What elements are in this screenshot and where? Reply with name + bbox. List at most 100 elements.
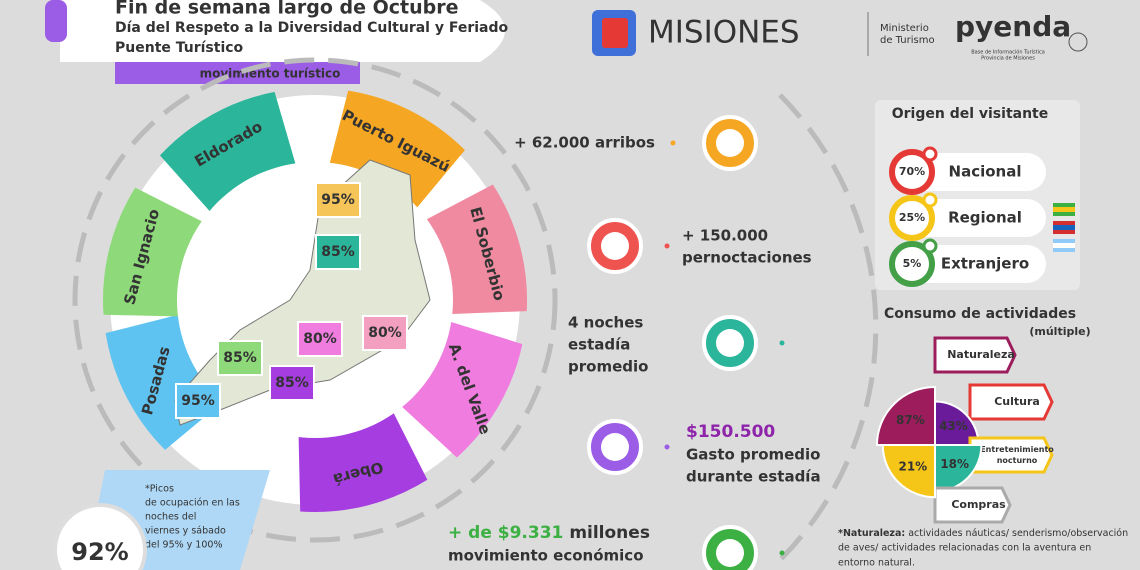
origin-value: 25% bbox=[899, 211, 925, 224]
origin-ring bbox=[889, 241, 935, 287]
footnote-lead: *Naturaleza: bbox=[838, 528, 905, 539]
stat-dot bbox=[779, 340, 785, 346]
region-petal bbox=[329, 90, 465, 210]
stat-headline: $150.500 bbox=[686, 422, 775, 442]
stat-headline-row: + de $9.331 millones bbox=[448, 523, 650, 543]
origin-label: Regional bbox=[948, 209, 1022, 227]
activity-arrow bbox=[933, 486, 1012, 524]
footnote-line: entorno natural. bbox=[838, 558, 915, 569]
flag bbox=[1053, 225, 1075, 230]
activity-value: 21% bbox=[898, 460, 927, 474]
activity-label: Naturaleza bbox=[947, 348, 1015, 361]
activity-value: 18% bbox=[940, 457, 969, 471]
map-label: 85% bbox=[275, 375, 309, 391]
stat-headline-row: $150.500 bbox=[686, 422, 775, 442]
footnote-line: actividades náuticas/ senderismo/observa… bbox=[905, 528, 1128, 539]
stat-line: Gasto promedio bbox=[686, 446, 821, 464]
wheel-ring bbox=[72, 57, 558, 543]
footnote: *Naturaleza: actividades náuticas/ sende… bbox=[838, 528, 1128, 539]
origin-dot bbox=[922, 146, 938, 162]
activity-arrow bbox=[933, 336, 1017, 374]
origin-value: 70% bbox=[899, 165, 925, 178]
peak-note: de ocupación en las bbox=[145, 498, 240, 509]
pyenda-logo: pyenda bbox=[955, 10, 1071, 43]
stat-line: movimiento económico bbox=[448, 547, 644, 565]
peak-note: del 95% y 100% bbox=[145, 540, 222, 551]
origin-dot bbox=[922, 192, 938, 208]
origin-value: 5% bbox=[903, 257, 922, 270]
map-label-box bbox=[175, 383, 221, 419]
stat-dot bbox=[779, 550, 785, 556]
activities-items: Naturaleza 87% Cultura 43% Entretenimiento no… bbox=[875, 336, 1054, 524]
origin-ring bbox=[889, 149, 935, 195]
activity-value: 87% bbox=[896, 413, 925, 427]
map-label: 85% bbox=[321, 244, 355, 260]
origin-items: 70% Nacional 25% Regional 5% Extranjero bbox=[889, 146, 1075, 287]
activity-label: nocturno bbox=[997, 456, 1038, 465]
stat-line: promedio bbox=[568, 358, 648, 376]
activity-wedge bbox=[881, 444, 936, 499]
stat-icon-inner bbox=[716, 329, 744, 357]
stat-dot bbox=[664, 243, 670, 249]
origin-pill bbox=[900, 199, 1046, 237]
stat-line: durante estadía bbox=[686, 468, 821, 486]
misiones-icon bbox=[602, 18, 628, 48]
stat-dot bbox=[664, 444, 670, 450]
region-petal bbox=[159, 91, 297, 214]
origin-label: Extranjero bbox=[941, 255, 1029, 273]
header-subtitle: Puente Turístico bbox=[115, 40, 244, 56]
peak-note: noches del bbox=[145, 512, 196, 523]
stats: + 62.000 arribos + 150.000 pernoctaciones 4… bbox=[448, 115, 821, 570]
region-petal bbox=[399, 321, 523, 458]
stat-line: estadía bbox=[568, 336, 630, 354]
footnote-line: de aves/ actividades relacionadas con la… bbox=[838, 543, 1091, 554]
ministry: de Turismo bbox=[880, 35, 935, 46]
flag bbox=[1053, 243, 1075, 248]
peak-note: *Picos bbox=[145, 484, 174, 495]
stat-line: 4 noches bbox=[568, 314, 643, 332]
map-label-box bbox=[217, 340, 263, 376]
header-accent bbox=[45, 0, 67, 42]
map-labels: 95% 85% 80% 80% 85% 85% 95% bbox=[175, 182, 408, 419]
map-label: 80% bbox=[303, 331, 337, 347]
origin-label: Nacional bbox=[949, 163, 1022, 181]
header-subtitle: Día del Respeto a la Diversidad Cultural… bbox=[115, 20, 509, 36]
flag bbox=[1053, 207, 1075, 212]
map-label-box bbox=[362, 315, 408, 351]
map-label: 95% bbox=[181, 393, 215, 409]
map-label-box bbox=[297, 321, 343, 357]
origin-title: Origen del visitante bbox=[892, 106, 1049, 122]
stat-icon-inner bbox=[716, 539, 744, 567]
map-label-box bbox=[315, 182, 361, 218]
activity-value: 43% bbox=[939, 419, 968, 433]
peak-value: 92% bbox=[71, 538, 128, 566]
stat-icon-inner bbox=[601, 433, 629, 461]
activity-arrow bbox=[968, 383, 1054, 421]
misiones-logo: MISIONES bbox=[648, 15, 800, 51]
tag-box bbox=[115, 62, 360, 84]
activities-title: Consumo de actividades bbox=[884, 306, 1076, 322]
origin-pill bbox=[900, 245, 1046, 283]
stat-headline: + de $9.331 bbox=[448, 523, 563, 543]
origin-ring bbox=[889, 195, 935, 241]
peak-circle bbox=[53, 503, 147, 570]
stat-icon-inner bbox=[716, 129, 744, 157]
map-label: 85% bbox=[223, 350, 257, 366]
activity-label: Entretenimiento bbox=[980, 445, 1054, 454]
header-title: Fin de semana largo de Octubre bbox=[115, 0, 458, 19]
origin-dot bbox=[922, 238, 938, 254]
stat-line: + 150.000 bbox=[682, 227, 768, 245]
ministry: Ministerio bbox=[880, 23, 929, 34]
stat-icon-inner bbox=[601, 232, 629, 260]
peak-note: viernes y sábado bbox=[145, 526, 226, 537]
peak-notes: *Picos de ocupación en las noches del viern… bbox=[145, 484, 240, 551]
origin-pill bbox=[900, 153, 1046, 191]
map-label: 80% bbox=[368, 325, 402, 341]
pyenda-note: Provincia de Misiones bbox=[981, 56, 1035, 62]
map-label-box bbox=[315, 234, 361, 270]
activity-label: Compras bbox=[951, 498, 1006, 511]
map-label-box bbox=[269, 365, 315, 401]
stat-line: pernoctaciones bbox=[682, 249, 812, 267]
activity-wedge bbox=[875, 385, 936, 446]
